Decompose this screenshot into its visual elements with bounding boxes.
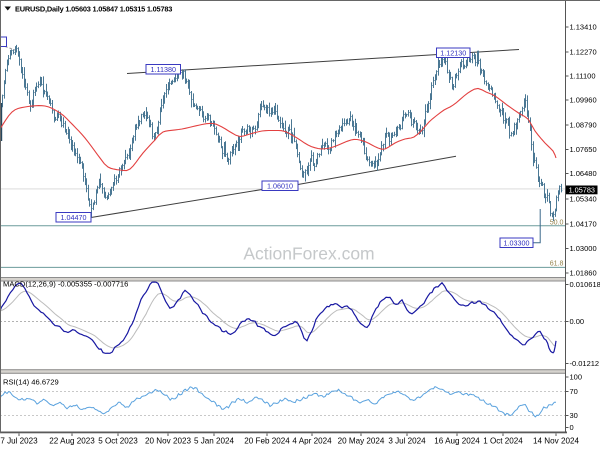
svg-text:0: 0 — [570, 423, 574, 432]
svg-text:MACD(12,26,9) -0.005355 -0.007: MACD(12,26,9) -0.005355 -0.007716 — [3, 280, 128, 289]
svg-text:-0.01212: -0.01212 — [570, 359, 600, 368]
svg-text:16 Aug 2024: 16 Aug 2024 — [434, 437, 480, 446]
svg-text:1.12270: 1.12270 — [570, 48, 597, 57]
svg-text:20 May 2024: 20 May 2024 — [338, 437, 385, 446]
svg-text:1.09960: 1.09960 — [570, 96, 597, 105]
svg-text:1.11100: 1.11100 — [570, 72, 596, 81]
svg-text:1.01860: 1.01860 — [570, 269, 597, 278]
svg-text:EURUSD,Daily 1.05603 1.05847: EURUSD,Daily 1.05603 1.05847 1.05315 1.0… — [15, 4, 172, 13]
svg-text:70: 70 — [570, 387, 578, 396]
svg-text:100: 100 — [570, 373, 583, 382]
svg-text:1.08790: 1.08790 — [570, 121, 597, 130]
svg-text:1 Oct 2024: 1 Oct 2024 — [483, 437, 523, 446]
svg-text:1.05783: 1.05783 — [569, 186, 595, 195]
svg-text:0.010618: 0.010618 — [570, 280, 600, 289]
svg-text:20 Feb 2024: 20 Feb 2024 — [244, 437, 290, 446]
svg-text:1.04170: 1.04170 — [570, 220, 597, 229]
svg-text:3 Jul 2024: 3 Jul 2024 — [388, 437, 426, 446]
svg-text:1.12130: 1.12130 — [440, 48, 466, 57]
svg-text:1.05340: 1.05340 — [570, 195, 597, 204]
svg-text:50.0: 50.0 — [550, 218, 564, 226]
svg-text:1.03000: 1.03000 — [570, 244, 597, 253]
svg-text:1.13410: 1.13410 — [570, 23, 597, 32]
svg-text:RSI(14) 46.6729: RSI(14) 46.6729 — [3, 377, 59, 386]
svg-text:20 Nov 2023: 20 Nov 2023 — [145, 437, 191, 446]
svg-text:ActionForex.com: ActionForex.com — [243, 244, 374, 264]
svg-text:14 Nov 2024: 14 Nov 2024 — [533, 437, 579, 446]
svg-text:1.06480: 1.06480 — [570, 169, 597, 178]
svg-text:1.03300: 1.03300 — [504, 238, 530, 247]
svg-text:1.04470: 1.04470 — [61, 213, 87, 222]
svg-text:5 Jan 2024: 5 Jan 2024 — [194, 437, 235, 446]
svg-text:1.11380: 1.11380 — [151, 65, 176, 74]
svg-text:30: 30 — [570, 411, 578, 420]
svg-text:5 Oct 2023: 5 Oct 2023 — [98, 437, 138, 446]
svg-text:0.00: 0.00 — [570, 317, 585, 326]
svg-text:61.8: 61.8 — [550, 260, 564, 268]
svg-text:7 Jul 2023: 7 Jul 2023 — [0, 437, 38, 446]
svg-text:1.06010: 1.06010 — [267, 181, 293, 190]
svg-text:1.07650: 1.07650 — [570, 145, 597, 154]
svg-text:4 Apr 2024: 4 Apr 2024 — [292, 437, 332, 446]
svg-text:22 Aug 2023: 22 Aug 2023 — [49, 437, 95, 446]
